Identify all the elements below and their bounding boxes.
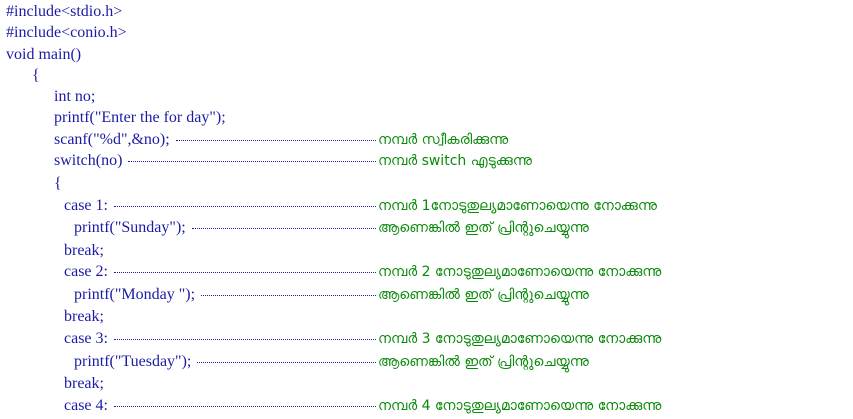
code-part: switch(no) xyxy=(54,151,378,171)
code-part: case 4: xyxy=(64,396,378,416)
dot-leader xyxy=(191,228,376,229)
comment-text: ആണെങ്കിൽ ഇത് പ്രിന്റുചെയ്യുന്നു xyxy=(378,287,589,303)
code-line: void main() xyxy=(6,45,81,65)
dot-leader xyxy=(175,140,376,141)
comment-text: നമ്പർ 2 നോടുതുല്യമാണോയെന്നു നോക്കുന്നു xyxy=(378,264,662,280)
dot-leader xyxy=(113,206,376,207)
code-text: printf("Sunday"); xyxy=(74,219,186,236)
code-text: #include<stdio.h> xyxy=(6,3,123,20)
code-text: { xyxy=(54,175,62,192)
code-line: #include<conio.h> xyxy=(6,23,127,43)
code-line: case 1: നമ്പർ 1നോടുതുല്യമാണോയെന്നു നോക്കു… xyxy=(64,196,657,216)
code-line: { xyxy=(32,66,40,86)
code-text: case 4: xyxy=(64,397,108,414)
code-text: break; xyxy=(64,375,104,392)
code-text: { xyxy=(32,67,40,84)
code-part: printf("Tuesday"); xyxy=(74,352,378,372)
code-part: printf("Monday "); xyxy=(74,285,378,305)
code-text: printf("Tuesday"); xyxy=(74,353,192,370)
code-text: case 3: xyxy=(64,330,108,347)
dot-leader xyxy=(113,406,376,407)
code-part: scanf("%d",&no); xyxy=(54,130,378,150)
comment-text: ആണെങ്കിൽ ഇത് പ്രിന്റുചെയ്യുന്നു xyxy=(378,220,589,236)
code-line: break; xyxy=(64,307,104,327)
comment-text: ആണെങ്കിൽ ഇത് പ്രിന്റുചെയ്യുന്നു xyxy=(378,354,589,370)
code-line: printf("Enter the for day"); xyxy=(54,108,226,128)
code-text: break; xyxy=(64,242,104,259)
code-text: #include<conio.h> xyxy=(6,24,127,41)
comment-text: നമ്പർ 4 നോടുതുല്യമാണോയെന്നു നോക്കുന്നു xyxy=(378,398,662,414)
code-line: printf("Monday "); ആണെങ്കിൽ ഇത് പ്രിന്റുച… xyxy=(74,285,589,305)
code-line: printf("Tuesday"); ആണെങ്കിൽ ഇത് പ്രിന്റുച… xyxy=(74,352,589,372)
code-line: switch(no) നമ്പർ switch എടുക്കുന്നു xyxy=(54,151,532,171)
code-part: case 3: xyxy=(64,329,378,349)
comment-text: നമ്പർ 3 നോടുതുല്യമാണോയെന്നു നോക്കുന്നു xyxy=(378,331,662,347)
code-text: case 2: xyxy=(64,263,108,280)
code-text: switch(no) xyxy=(54,152,123,169)
dot-leader xyxy=(128,161,376,162)
code-line: int no; xyxy=(54,87,95,107)
comment-text: നമ്പർ 1നോടുതുല്യമാണോയെന്നു നോക്കുന്നു xyxy=(378,198,657,214)
dot-leader xyxy=(197,362,376,363)
code-part: case 2: xyxy=(64,262,378,282)
code-text: scanf("%d",&no); xyxy=(54,131,170,148)
code-text: int no; xyxy=(54,88,96,105)
code-line: case 3: നമ്പർ 3 നോടുതുല്യമാണോയെന്നു നോക്ക… xyxy=(64,329,661,349)
code-line: printf("Sunday"); ആണെങ്കിൽ ഇത് പ്രിന്റുചെ… xyxy=(74,218,589,238)
code-line: break; xyxy=(64,241,104,261)
code-text: printf("Enter the for day"); xyxy=(54,109,226,126)
comment-text: നമ്പർ switch എടുക്കുന്നു xyxy=(378,153,532,169)
code-line: case 2: നമ്പർ 2 നോടുതുല്യമാണോയെന്നു നോക്ക… xyxy=(64,262,661,282)
dot-leader xyxy=(113,339,376,340)
code-line: break; xyxy=(64,374,104,394)
dot-leader xyxy=(113,272,376,273)
dot-leader xyxy=(201,295,376,296)
comment-text: നമ്പർ സ്വീകരിക്കുന്നു xyxy=(378,132,509,148)
code-text: case 1: xyxy=(64,197,108,214)
code-line: #include<stdio.h> xyxy=(6,2,122,22)
code-line: scanf("%d",&no); നമ്പർ സ്വീകരിക്കുന്നു xyxy=(54,130,508,150)
code-text: printf("Monday "); xyxy=(74,286,196,303)
code-part: printf("Sunday"); xyxy=(74,218,378,238)
code-part: case 1: xyxy=(64,196,378,216)
code-line: case 4: നമ്പർ 4 നോടുതുല്യമാണോയെന്നു നോക്ക… xyxy=(64,396,661,416)
code-text: break; xyxy=(64,308,104,325)
code-line: { xyxy=(54,174,62,194)
code-text: void main() xyxy=(6,46,82,63)
